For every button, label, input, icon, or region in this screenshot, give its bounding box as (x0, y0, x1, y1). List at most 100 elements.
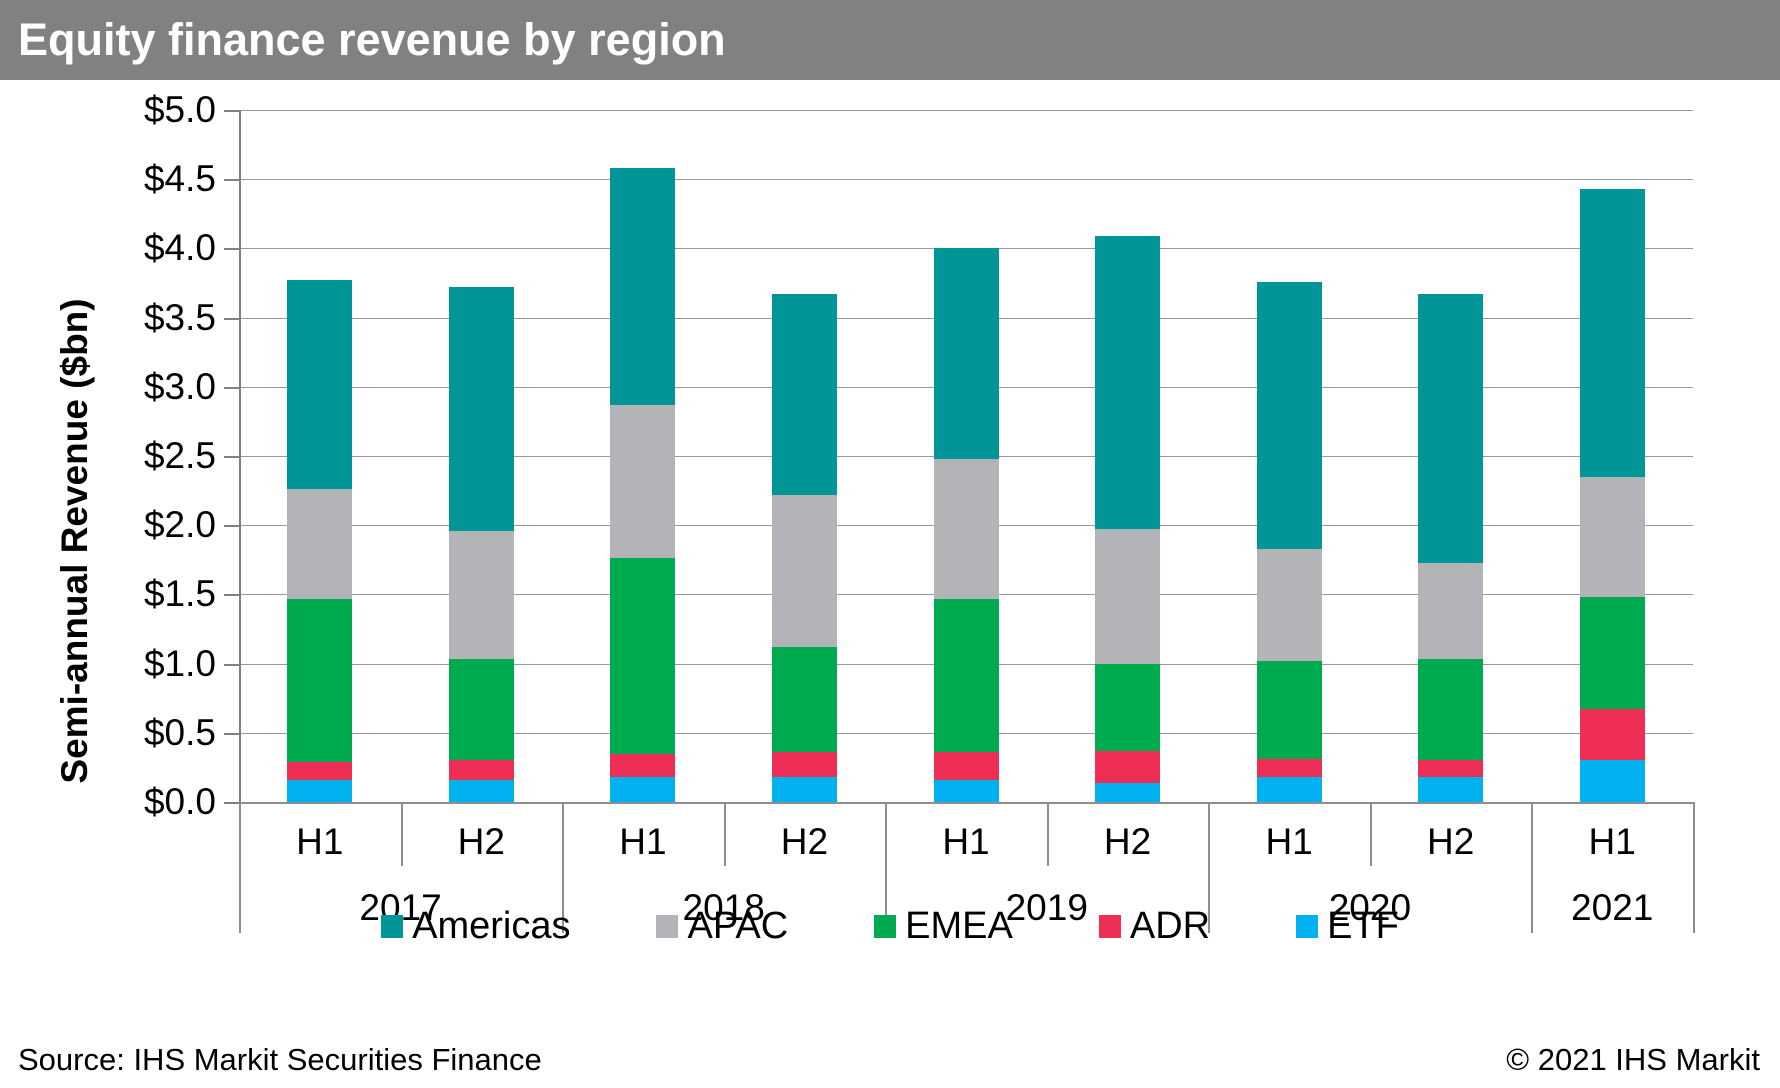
y-axis-tick (224, 802, 239, 804)
bar-segment-emea-2021-h1 (1579, 597, 1645, 710)
y-tick-label: $2.0 (143, 504, 216, 546)
bar-segment-etf-2021-h1 (1579, 760, 1645, 802)
legend-entry-emea: EMEA (874, 905, 1013, 948)
bar-segment-etf-2019-h2 (1095, 782, 1161, 802)
y-tick-label: $2.5 (143, 435, 216, 476)
bar-segment-apac-2019-h2 (1095, 529, 1161, 664)
x-axis-line (239, 802, 1693, 804)
x-group-divider (1208, 802, 1211, 933)
y-tick-label: $3.0 (143, 365, 216, 407)
bar-segment-etf-2019-h1 (933, 779, 999, 802)
x-group-divider (1693, 802, 1695, 933)
x-tick-label-year: 2020 (1328, 887, 1412, 928)
bar-segment-emea-2020-h2 (1418, 659, 1484, 761)
y-tick-label: $4.0 (143, 227, 216, 269)
x-tick-label-half: H2 (457, 821, 505, 862)
y-axis-tick (224, 248, 239, 251)
legend-label-emea: EMEA (905, 905, 1013, 947)
bar-segment-americas-2018-h2 (771, 294, 837, 495)
x-group-divider (239, 802, 241, 933)
y-axis-tick (224, 594, 239, 597)
legend-label-etf: ETF (1327, 905, 1399, 947)
bar-segment-adr-2018-h1 (610, 753, 676, 778)
legend-swatch-etf (1296, 915, 1319, 938)
bar-segment-apac-2017-h2 (448, 530, 514, 660)
bar-segment-emea-2018-h1 (610, 558, 676, 754)
bar-segment-emea-2019-h2 (1095, 663, 1161, 751)
x-group-divider (1531, 802, 1534, 933)
bar-segment-etf-2020-h2 (1418, 777, 1484, 802)
legend-label-americas: Americas (412, 905, 571, 947)
x-half-divider (723, 802, 726, 866)
bar-segment-apac-2019-h1 (933, 458, 999, 599)
y-axis-tick (224, 386, 239, 389)
legend-swatch-adr (1098, 915, 1121, 938)
bar-segment-etf-2018-h2 (771, 777, 837, 802)
x-tick-label-year: 2021 (1571, 887, 1654, 928)
bar-segment-emea-2017-h1 (287, 598, 353, 762)
bar-segment-americas-2020-h2 (1418, 294, 1484, 563)
bar-segment-adr-2019-h1 (933, 752, 999, 780)
bar-segment-apac-2020-h2 (1418, 562, 1484, 660)
bar-segment-etf-2017-h2 (448, 779, 514, 802)
y-gridline (239, 110, 1693, 111)
y-axis-tick (224, 317, 239, 320)
x-tick-label-half: H1 (942, 821, 990, 862)
legend-swatch-americas (381, 915, 404, 938)
legend-swatch-emea (874, 915, 897, 938)
y-tick-label: $5.0 (143, 89, 216, 130)
x-tick-label-half: H2 (1426, 821, 1475, 862)
bar-segment-apac-2017-h1 (287, 489, 353, 599)
legend-label-adr: ADR (1129, 905, 1211, 947)
bar-segment-etf-2020-h1 (1256, 777, 1322, 802)
y-tick-label: $1.0 (143, 642, 216, 684)
x-tick-label-year: 2018 (682, 887, 765, 928)
bar-segment-etf-2017-h1 (287, 779, 353, 802)
bar-segment-emea-2020-h1 (1256, 660, 1322, 760)
x-group-divider (562, 802, 565, 933)
y-axis-tick (224, 732, 239, 735)
x-tick-label-half: H1 (1265, 821, 1313, 862)
y-axis-line (239, 110, 241, 802)
x-half-divider (1369, 802, 1372, 866)
chart-legend: Americas APAC EMEA ADR ETF (0, 905, 1780, 948)
bar-segment-adr-2017-h2 (448, 760, 514, 780)
legend-swatch-apac (656, 915, 679, 938)
bar-segment-americas-2017-h2 (448, 287, 514, 531)
y-tick-label: $4.5 (143, 158, 216, 200)
y-axis-tick (224, 110, 239, 112)
bar-segment-americas-2019-h1 (933, 248, 999, 459)
x-tick-label-half: H2 (780, 821, 829, 862)
y-axis-tick (224, 456, 239, 458)
bar-segment-apac-2018-h2 (771, 494, 837, 647)
bar-segment-americas-2021-h1 (1579, 188, 1645, 477)
bar-segment-apac-2018-h1 (610, 404, 676, 559)
y-axis-title: Semi-annual Revenue ($bn) (54, 298, 95, 784)
legend-entry-adr: ADR (1098, 905, 1211, 948)
legend-entry-apac: APAC (656, 905, 788, 948)
bar-segment-adr-2019-h2 (1095, 750, 1161, 783)
y-tick-label: $0.0 (143, 781, 216, 822)
y-tick-label: $1.5 (143, 573, 216, 615)
bar-segment-emea-2018-h2 (771, 646, 837, 753)
legend-label-apac: APAC (687, 905, 789, 947)
bar-segment-americas-2020-h1 (1256, 281, 1322, 549)
x-half-divider (400, 802, 403, 866)
title-bar: Equity finance revenue by region (0, 0, 1780, 80)
bar-segment-americas-2017-h1 (287, 280, 353, 490)
x-tick-label-half: H2 (1103, 821, 1152, 862)
y-tick-label: $0.5 (143, 711, 216, 753)
copyright-note: © 2021 IHS Markit (1506, 1042, 1760, 1077)
y-axis-tick (224, 663, 239, 666)
stacked-bar-chart: Semi-annual Revenue ($bn) $0.0 $0.5 $1.0 $1… (0, 80, 1780, 1000)
bar-segment-adr-2021-h1 (1579, 709, 1645, 761)
y-tick-label: $3.5 (143, 296, 216, 338)
x-group-divider (885, 802, 888, 933)
bar-segment-adr-2017-h1 (287, 761, 353, 780)
bar-segment-adr-2018-h2 (771, 752, 837, 778)
bar-segment-americas-2018-h1 (610, 168, 676, 405)
bar-segment-adr-2020-h1 (1256, 759, 1322, 778)
x-tick-label-year: 2019 (1005, 887, 1088, 928)
bar-segment-apac-2020-h1 (1256, 548, 1322, 661)
bar-segment-americas-2019-h2 (1095, 235, 1161, 530)
